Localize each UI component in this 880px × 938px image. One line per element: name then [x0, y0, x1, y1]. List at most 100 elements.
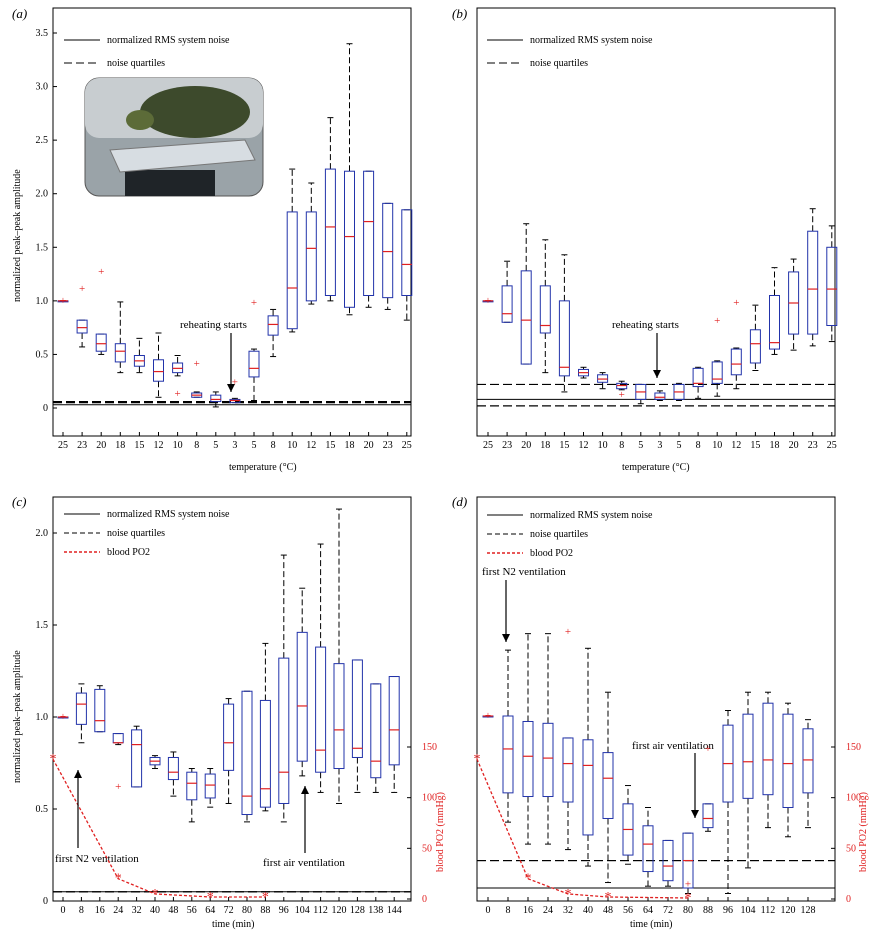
outlier: +: [733, 297, 739, 309]
outlier: +: [251, 297, 257, 309]
xtick-label: 72: [224, 905, 234, 916]
box: [520, 270, 532, 365]
panel-d: (d) time (min) blood PO2 (mmHg) first N2…: [452, 494, 869, 930]
box: [730, 348, 742, 376]
box: [558, 300, 570, 377]
xtick-label: 15: [134, 440, 144, 451]
annotation-arrowhead: [301, 786, 309, 794]
xtick-label: 56: [187, 905, 197, 916]
po2-point: *: [50, 752, 57, 767]
annotation-arrowhead: [227, 384, 235, 392]
xtick-label: 8: [79, 905, 84, 916]
box: [749, 329, 761, 364]
ytick-label: 0: [43, 896, 48, 907]
xtick-label: 23: [77, 440, 87, 451]
ytick-right-label: 150: [846, 742, 861, 753]
annotation-air-d: first air ventilation: [632, 740, 714, 752]
ylabel-c: normalized peak–peak amplitude: [12, 650, 23, 783]
xtick-label: 0: [486, 905, 491, 916]
xtick-label: 10: [287, 440, 297, 451]
xtick-label: 8: [506, 905, 511, 916]
box: [186, 771, 198, 801]
legend-noise-c: normalized RMS system noise: [107, 509, 230, 520]
box: [76, 319, 88, 334]
xtick-label: 64: [643, 905, 653, 916]
annotation-reheating-b: reheating starts: [612, 319, 679, 331]
ytick-label: 0.5: [36, 804, 49, 815]
xlabel-b: temperature (°C): [622, 462, 690, 473]
xtick-label: 18: [345, 440, 355, 451]
box: [582, 739, 594, 836]
xtick-label: 48: [603, 905, 613, 916]
po2-point: *: [207, 890, 214, 905]
xlabel-a: temperature (°C): [229, 462, 297, 473]
ytick-right-label: 50: [846, 843, 856, 854]
box: [286, 211, 298, 330]
xtick-label: 25: [483, 440, 493, 451]
ytick-right-label: 0: [846, 894, 851, 905]
xtick-label: 5: [252, 440, 257, 451]
xtick-label: 25: [827, 440, 837, 451]
xtick-label: 120: [332, 905, 347, 916]
plot-frame-d: [476, 496, 836, 902]
ylabel-a: normalized peak–peak amplitude: [12, 169, 23, 302]
panel-b: (b) temperature (°C) reheating starts no…: [452, 6, 838, 473]
xtick-label: 24: [113, 905, 123, 916]
xtick-label: 10: [712, 440, 722, 451]
xtick-label: 144: [387, 905, 402, 916]
xtick-label: 0: [61, 905, 66, 916]
ytick-label: 1.5: [36, 620, 49, 631]
outlier: +: [685, 878, 691, 890]
box: [522, 720, 534, 798]
box: [692, 367, 704, 388]
panel-label-a: (a): [12, 6, 27, 21]
panel-label-d: (d): [452, 494, 467, 509]
xtick-label: 112: [313, 905, 328, 916]
box: [542, 722, 554, 798]
xtick-label: 128: [350, 905, 365, 916]
xtick-label: 20: [364, 440, 374, 451]
box: [826, 246, 838, 327]
outlier: +: [60, 295, 66, 307]
box: [167, 756, 179, 781]
legend-d: normalized RMS system noise noise quarti…: [487, 510, 653, 559]
annotation-arrowhead: [691, 810, 699, 818]
panel-label-c: (c): [12, 494, 26, 509]
box: [702, 803, 714, 829]
box: [278, 657, 290, 804]
box: [267, 315, 279, 336]
box: [241, 690, 253, 816]
box: [769, 295, 780, 350]
xtick-label: 64: [205, 905, 215, 916]
box: [501, 285, 513, 323]
outlier: +: [174, 388, 180, 400]
annotation-n2-c: first N2 ventilation: [55, 853, 139, 865]
po2-point: *: [262, 890, 269, 905]
ytick-label: 0.5: [36, 349, 49, 360]
box: [602, 752, 614, 819]
box: [223, 703, 235, 771]
box: [131, 729, 143, 788]
xtick-label: 8: [696, 440, 701, 451]
ytick-label: 1.0: [36, 712, 49, 723]
xtick-label: 25: [58, 440, 68, 451]
panel-a: (a) temperature (°C) normalized peak–pea…: [12, 6, 413, 473]
xtick-label: 24: [543, 905, 553, 916]
po2-point: *: [152, 887, 159, 902]
xlabel-d: time (min): [630, 919, 673, 930]
xtick-label: 3: [657, 440, 662, 451]
box: [562, 737, 574, 803]
legend-quartiles-c: noise quartiles: [107, 528, 165, 539]
ytick-label: 0: [43, 403, 48, 414]
xtick-label: 96: [723, 905, 733, 916]
po2-line: [476, 758, 689, 899]
xtick-label: 20: [521, 440, 531, 451]
legend-b: normalized RMS system noise noise quarti…: [487, 35, 653, 69]
legend-noise-a: normalized RMS system noise: [107, 35, 230, 46]
box: [401, 209, 413, 297]
xtick-label: 3: [232, 440, 237, 451]
po2-point: *: [525, 872, 532, 887]
ytick-right-label: 150: [422, 742, 437, 753]
xtick-label: 15: [325, 440, 335, 451]
